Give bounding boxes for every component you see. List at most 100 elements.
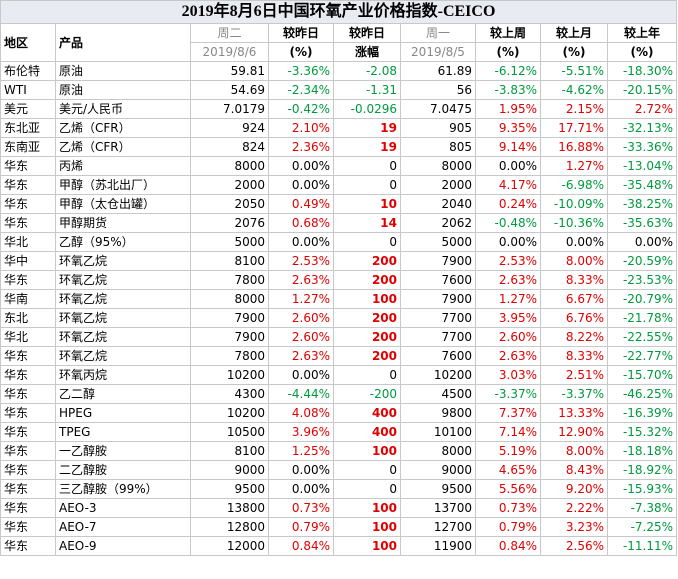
label-cell: 华东 — [0, 213, 56, 233]
label-cell: 华东 — [0, 175, 56, 195]
label-cell: 华东 — [0, 156, 56, 176]
data-row: 华东 丙烯 8000 0.00% 0 8000 0.00% 1.27% -13.04% — [0, 156, 678, 176]
value-cell: -6.12% — [475, 61, 541, 81]
value-cell: 9.20% — [540, 479, 608, 499]
value-cell: 100 — [333, 517, 401, 537]
value-cell: 9.14% — [475, 137, 541, 157]
value-cell: 6.76% — [540, 308, 608, 328]
value-cell: 8100 — [190, 251, 269, 271]
label-cell: WTI — [0, 80, 56, 100]
value-cell: 4500 — [400, 384, 476, 404]
label-cell: 原油 — [55, 80, 191, 100]
value-cell: 2.10% — [268, 118, 334, 138]
header: 周一 — [400, 23, 476, 43]
value-cell: -11.11% — [606, 536, 678, 556]
value-cell: 924 — [190, 118, 269, 138]
value-cell: 0 — [333, 460, 401, 480]
value-cell: 7.37% — [475, 403, 541, 423]
value-cell: 12000 — [190, 536, 269, 556]
data-row: 华东 一乙醇胺 8100 1.25% 100 8000 5.19% 8.00% -18.18% — [0, 441, 678, 461]
value-cell: 200 — [333, 308, 401, 328]
data-row: 东南亚 乙烯（CFR） 824 2.36% 19 805 9.14% 16.88% -33.36… — [0, 137, 678, 157]
value-cell: 0 — [333, 156, 401, 176]
value-cell: -15.32% — [606, 422, 678, 442]
value-cell: -4.62% — [540, 80, 608, 100]
data-row: 华北 乙醇（95%） 5000 0.00% 0 5000 0.00% 0.00% 0.00% — [0, 232, 678, 252]
header: (%) — [475, 42, 541, 62]
header: 较上周 — [475, 23, 541, 43]
value-cell: 200 — [333, 327, 401, 347]
value-cell: 2.51% — [540, 365, 608, 385]
value-cell: 2.53% — [475, 251, 541, 271]
value-cell: 2.72% — [606, 99, 678, 119]
value-cell: -13.04% — [606, 156, 678, 176]
label-cell: 环氧乙烷 — [55, 289, 191, 309]
data-row: 华东 TPEG 10500 3.96% 400 10100 7.14% 12.90% -15.3… — [0, 422, 678, 442]
value-cell: 200 — [333, 346, 401, 366]
value-cell: -15.70% — [606, 365, 678, 385]
value-cell: 7700 — [400, 308, 476, 328]
data-row: 美元 美元/人民币 7.0179 -0.42% -0.0296 7.0475 1.95% 2.… — [0, 99, 678, 119]
data-row: 华东 二乙醇胺 9000 0.00% 0 9000 4.65% 8.43% -18.92% — [0, 460, 678, 480]
value-cell: 2.15% — [540, 99, 608, 119]
value-cell: 824 — [190, 137, 269, 157]
value-cell: -0.0296 — [333, 99, 401, 119]
value-cell: -46.25% — [606, 384, 678, 404]
value-cell: 9000 — [400, 460, 476, 480]
label-cell: AEO-3 — [55, 498, 191, 518]
value-cell: 10100 — [400, 422, 476, 442]
header: (%) — [606, 42, 678, 62]
value-cell: 0.84% — [475, 536, 541, 556]
label-cell: 一乙醇胺 — [55, 441, 191, 461]
value-cell: 0.00% — [268, 175, 334, 195]
label-cell: 华东 — [0, 460, 56, 480]
value-cell: 0.73% — [475, 498, 541, 518]
value-cell: -35.48% — [606, 175, 678, 195]
value-cell: -2.08 — [333, 61, 401, 81]
value-cell: 7900 — [190, 308, 269, 328]
value-cell: 11900 — [400, 536, 476, 556]
value-cell: 2.53% — [268, 251, 334, 271]
data-row: 华东 乙二醇 4300 -4.44% -200 4500 -3.37% -3.37% -46.2… — [0, 384, 678, 404]
value-cell: 2.63% — [475, 270, 541, 290]
value-cell: 100 — [333, 498, 401, 518]
value-cell: 805 — [400, 137, 476, 157]
value-cell: 2062 — [400, 213, 476, 233]
value-cell: 9800 — [400, 403, 476, 423]
value-cell: -22.55% — [606, 327, 678, 347]
value-cell: 10200 — [190, 403, 269, 423]
value-cell: 200 — [333, 251, 401, 271]
data-row: 华东 三乙醇胺（99%） 9500 0.00% 0 9500 5.56% 9.20% -15.9… — [0, 479, 678, 499]
data-row: 华东 甲醇（苏北出厂） 2000 0.00% 0 2000 4.17% -6.98% -35.4… — [0, 175, 678, 195]
label-cell: 乙二醇 — [55, 384, 191, 404]
header: 2019/8/6 — [190, 42, 269, 62]
header-row: 地区 产品 周二 较昨日 较昨日 周一 较上周 较上月 较上年 — [0, 23, 678, 62]
value-cell: 1.95% — [475, 99, 541, 119]
value-cell: 19 — [333, 137, 401, 157]
data-row: WTI 原油 54.69 -2.34% -1.31 56 -3.83% -4.62% -20.1… — [0, 80, 678, 100]
value-cell: 7800 — [190, 346, 269, 366]
value-cell: 4.08% — [268, 403, 334, 423]
label-cell: 华北 — [0, 327, 56, 347]
data-row: 华东 AEO-9 12000 0.84% 100 11900 0.84% 2.56% -11.1… — [0, 536, 678, 556]
label-cell: 环氧乙烷 — [55, 270, 191, 290]
value-cell: 5000 — [190, 232, 269, 252]
value-cell: 2.60% — [268, 308, 334, 328]
header: 较上月 — [540, 23, 608, 43]
value-cell: -38.25% — [606, 194, 678, 214]
header: (%) — [540, 42, 608, 62]
value-cell: 0 — [333, 365, 401, 385]
value-cell: 8.33% — [540, 346, 608, 366]
value-cell: -18.18% — [606, 441, 678, 461]
value-cell: 905 — [400, 118, 476, 138]
data-row: 华东 甲醇期货 2076 0.68% 14 2062 -0.48% -10.36% -35.63… — [0, 213, 678, 233]
value-cell: 8.43% — [540, 460, 608, 480]
label-cell: TPEG — [55, 422, 191, 442]
value-cell: 8000 — [400, 441, 476, 461]
value-cell: -20.79% — [606, 289, 678, 309]
value-cell: 8000 — [190, 289, 269, 309]
label-cell: 华东 — [0, 346, 56, 366]
value-cell: 7.0179 — [190, 99, 269, 119]
value-cell: 7800 — [190, 270, 269, 290]
data-row: 华南 环氧乙烷 8000 1.27% 100 7900 1.27% 6.67% -20.79% — [0, 289, 678, 309]
